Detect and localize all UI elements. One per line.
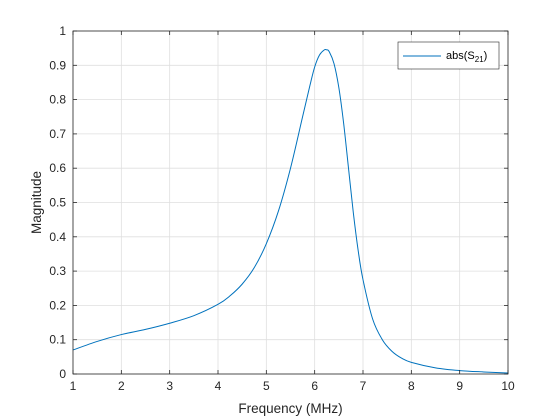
x-tick-label: 9 xyxy=(456,379,463,393)
y-tick-label: 0 xyxy=(59,367,66,381)
x-tick-label: 10 xyxy=(501,379,515,393)
y-tick-label: 1 xyxy=(59,24,66,38)
y-tick-label: 0.1 xyxy=(49,333,66,347)
x-tick-label: 5 xyxy=(263,379,270,393)
x-tick-labels: 1 2 3 4 5 6 7 8 9 10 xyxy=(70,379,515,393)
x-axis-label: Frequency (MHz) xyxy=(238,401,342,416)
y-tick-label: 0.6 xyxy=(49,161,66,175)
y-tick-label: 0.7 xyxy=(49,127,66,141)
x-tick-label: 4 xyxy=(215,379,222,393)
y-tick-label: 0.8 xyxy=(49,93,66,107)
y-tick-label: 0.4 xyxy=(49,230,66,244)
x-tick-label: 6 xyxy=(311,379,318,393)
y-tick-labels: 0 0.1 0.2 0.3 0.4 0.5 0.6 0.7 0.8 0.9 1 xyxy=(49,24,66,381)
legend-label-prefix: abs(S xyxy=(446,50,475,62)
series-line-abs-s21 xyxy=(72,48,509,374)
x-tick-label: 3 xyxy=(166,379,173,393)
y-tick-label: 0.3 xyxy=(49,264,66,278)
series-group xyxy=(72,48,509,374)
ticks xyxy=(72,30,509,375)
x-tick-label: 8 xyxy=(408,379,415,393)
legend-label: abs(S21) xyxy=(446,50,487,64)
x-tick-label: 2 xyxy=(118,379,125,393)
x-tick-label: 1 xyxy=(70,379,77,393)
y-tick-label: 0.5 xyxy=(49,196,66,210)
y-tick-label: 0.2 xyxy=(49,298,66,312)
y-axis-label: Magnitude xyxy=(29,171,44,234)
x-tick-label: 7 xyxy=(360,379,367,393)
y-tick-label: 0.9 xyxy=(49,58,66,72)
legend-label-suffix: ) xyxy=(484,50,488,62)
legend-label-subscript: 21 xyxy=(475,55,484,64)
legend: abs(S21) xyxy=(397,41,500,70)
